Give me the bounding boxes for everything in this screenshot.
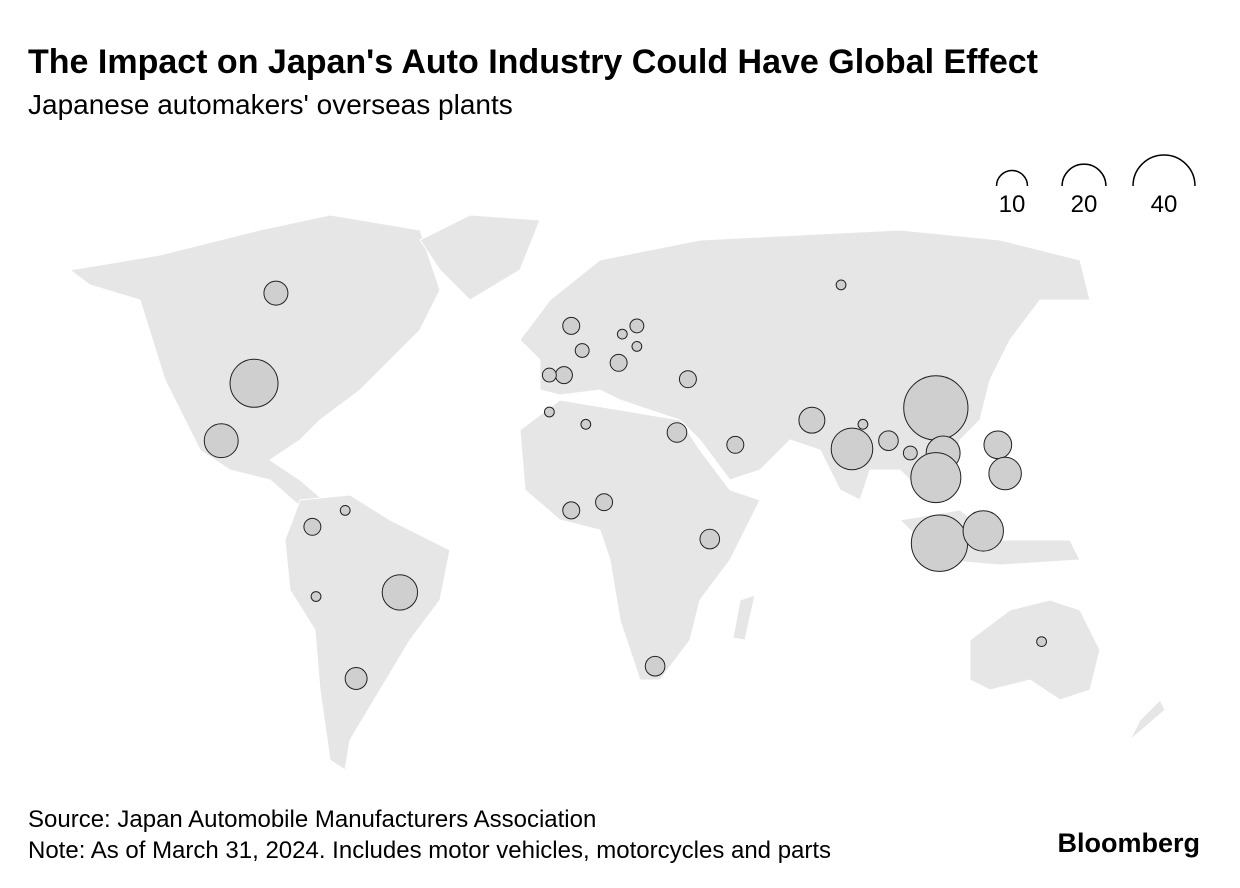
plant-bubble	[562, 316, 581, 335]
plant-bubble	[310, 591, 322, 602]
plant-bubble	[644, 655, 666, 677]
plant-bubble	[857, 418, 869, 430]
plant-bubble	[835, 279, 847, 291]
plant-bubble	[1036, 636, 1047, 647]
legend-size-label: 40	[1151, 191, 1178, 218]
legend-size-label: 20	[1071, 191, 1098, 218]
plant-bubble	[962, 510, 1004, 552]
australia	[969, 599, 1101, 701]
plant-bubble	[580, 418, 592, 430]
source-note: Source: Japan Automobile Manufacturers A…	[28, 806, 596, 833]
world-map	[68, 214, 1166, 771]
plant-bubble	[699, 528, 721, 550]
plant-bubble	[574, 343, 590, 358]
plant-bubble	[678, 370, 697, 389]
plant-bubble	[609, 353, 628, 372]
plant-bubble	[381, 574, 419, 611]
greenland	[419, 214, 541, 301]
legend-size-arc	[1061, 163, 1107, 187]
plant-bubble	[203, 423, 239, 459]
plant-bubble	[541, 367, 557, 383]
plant-bubble	[543, 406, 555, 418]
legend-size-arc	[1132, 154, 1196, 187]
plant-bubble	[629, 318, 645, 334]
plant-bubble	[878, 430, 899, 452]
madagascar	[732, 594, 756, 641]
plant-bubble	[903, 375, 969, 441]
plant-bubble	[910, 514, 969, 572]
brand-logo: Bloomberg	[1057, 828, 1200, 858]
chart-title: The Impact on Japan's Auto Industry Coul…	[28, 43, 1038, 81]
plant-bubble	[229, 358, 279, 408]
plant-bubble	[988, 456, 1022, 491]
plant-bubble	[562, 501, 581, 520]
plant-bubble	[339, 505, 351, 516]
plant-bubble	[595, 493, 614, 512]
plant-bubble	[983, 430, 1013, 460]
plant-bubble	[303, 517, 322, 536]
plant-bubble	[726, 435, 745, 454]
plant-bubble	[631, 341, 643, 352]
south-america	[284, 494, 451, 771]
plant-bubble	[554, 366, 573, 385]
footnote: Note: As of March 31, 2024. Includes mot…	[28, 837, 831, 864]
legend-size-label: 10	[999, 191, 1026, 218]
plant-bubble	[798, 406, 826, 434]
plant-bubble	[616, 328, 628, 340]
plant-bubble	[263, 280, 289, 306]
africa	[519, 399, 761, 681]
legend-size-arc	[995, 169, 1029, 187]
plant-bubble	[344, 667, 368, 690]
plant-bubble	[830, 427, 874, 471]
new-zealand	[1129, 699, 1166, 741]
plant-bubble	[910, 452, 962, 504]
plant-bubble	[902, 445, 918, 461]
chart-subtitle: Japanese automakers' overseas plants	[28, 89, 513, 120]
plant-bubble	[666, 422, 688, 443]
